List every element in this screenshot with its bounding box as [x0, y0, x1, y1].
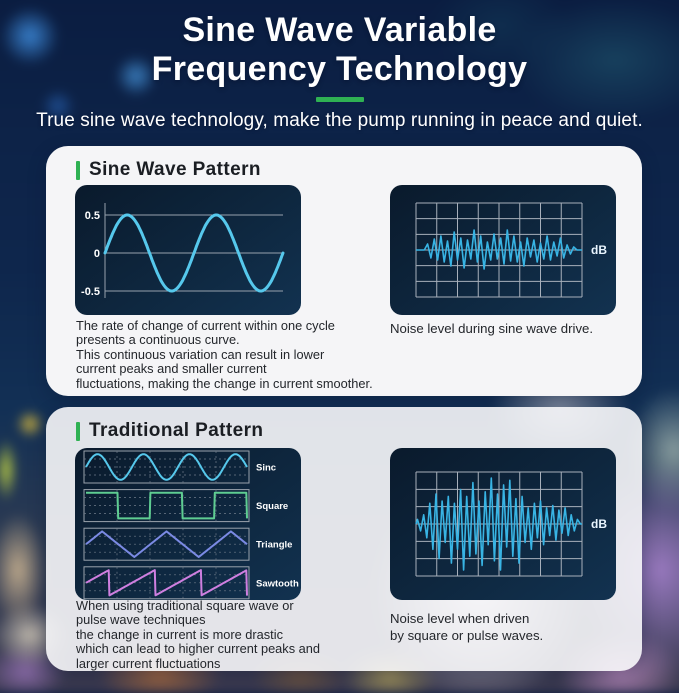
sine-pattern-description: The rate of change of current within one…: [76, 318, 373, 391]
svg-text:0: 0: [94, 248, 100, 260]
sine-section-header: Sine Wave Pattern: [76, 159, 261, 181]
traditional-noise-chart: dB: [390, 448, 616, 600]
svg-text:Triangle: Triangle: [256, 540, 292, 551]
page-title-line-2: Frequency Technology: [151, 50, 528, 89]
traditional-pattern-description: When using traditional square wave or pu…: [76, 598, 321, 671]
page-header: Sine Wave Variable Frequency Technology …: [0, 11, 679, 132]
section-title: Sine Wave Pattern: [89, 159, 261, 180]
svg-text:dB: dB: [591, 243, 607, 257]
sine-noise-chart: dB: [390, 185, 616, 315]
section-title: Traditional Pattern: [89, 420, 264, 441]
waveform-comparison-chart: Sinc Square Triangle Sawtooth: [75, 448, 301, 600]
page-title: Sine Wave Variable Frequency Technology: [0, 11, 679, 89]
svg-text:Square: Square: [256, 501, 288, 512]
card-sine-wave-pattern: Sine Wave Pattern 0.5 0 -0.5 dB The rate o…: [46, 146, 642, 396]
svg-text:Sawtooth: Sawtooth: [256, 578, 299, 589]
svg-text:-0.5: -0.5: [81, 286, 100, 298]
page-subtitle: True sine wave technology, make the pump…: [36, 110, 643, 132]
svg-text:0.5: 0.5: [85, 210, 100, 222]
svg-text:dB: dB: [591, 517, 607, 531]
page-title-line-1: Sine Wave Variable: [182, 11, 497, 49]
section-accent-bar: [76, 421, 80, 441]
sine-noise-caption: Noise level during sine wave drive.: [390, 321, 594, 336]
card-traditional-pattern: Traditional Pattern Sinc Square Triangle Sa…: [46, 407, 642, 671]
traditional-noise-caption: Noise level when driven by square or pul…: [390, 611, 544, 644]
traditional-section-header: Traditional Pattern: [76, 420, 263, 442]
sine-wave-chart: 0.5 0 -0.5: [75, 185, 301, 315]
section-accent-bar: [76, 160, 80, 180]
svg-text:Sinc: Sinc: [256, 463, 276, 474]
title-underline-accent: [315, 97, 364, 103]
